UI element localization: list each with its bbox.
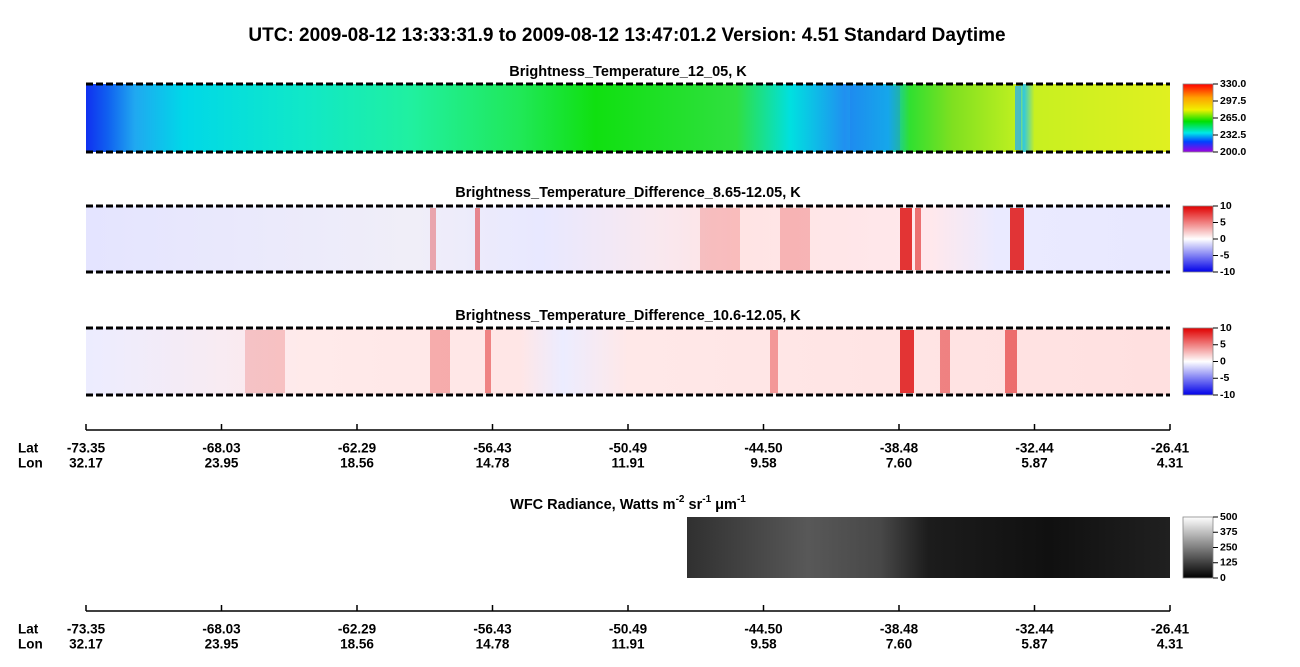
- lon-tick-label: 23.95: [205, 456, 239, 471]
- lon-tick-label: 5.87: [1021, 456, 1047, 471]
- lat-tick-label: -62.29: [338, 441, 376, 456]
- lon-label: Lon: [18, 456, 43, 471]
- lon-tick-label: 9.58: [750, 456, 777, 471]
- panel-title: Brightness_Temperature_Difference_8.65-1…: [455, 185, 801, 201]
- lat-label: Lat: [18, 622, 39, 637]
- colorbar-label: 232.5: [1220, 129, 1246, 141]
- streak: [900, 208, 912, 270]
- lat-tick-label: -68.03: [202, 622, 241, 637]
- lon-label: Lon: [18, 637, 43, 652]
- lat-tick-label: -73.35: [67, 622, 106, 637]
- lat-tick-label: -38.48: [880, 441, 919, 456]
- lon-tick-label: 4.31: [1157, 637, 1184, 652]
- colorbar-label: 0: [1220, 355, 1226, 367]
- streak: [940, 330, 950, 393]
- lon-tick-label: 7.60: [886, 637, 912, 652]
- colorbar: [1182, 516, 1214, 579]
- lon-tick-label: 14.78: [476, 637, 510, 652]
- panel-image: [86, 206, 1170, 272]
- lat-tick-label: -32.44: [1015, 622, 1054, 637]
- colorbar: [1182, 327, 1214, 396]
- panel-title: Brightness_Temperature_12_05, K: [509, 64, 747, 80]
- title-part: -2: [676, 494, 685, 505]
- colorbar-label: -5: [1220, 372, 1229, 384]
- lon-tick-label: 32.17: [69, 456, 103, 471]
- colorbar-label: 0: [1220, 572, 1226, 584]
- title-part: -1: [702, 494, 711, 505]
- streak: [1010, 208, 1024, 270]
- lat-tick-label: -73.35: [67, 441, 106, 456]
- colorbar-label: 500: [1220, 511, 1238, 523]
- colorbar-label: 10: [1220, 200, 1232, 212]
- lon-tick-label: 5.87: [1021, 637, 1047, 652]
- colorbar: [1182, 205, 1214, 273]
- lat-tick-label: -50.49: [609, 622, 647, 637]
- panel-title: Brightness_Temperature_Difference_10.6-1…: [455, 308, 801, 324]
- colorbar: [1182, 83, 1214, 153]
- wfc-image: [687, 517, 1170, 578]
- lon-tick-label: 18.56: [340, 456, 374, 471]
- lat-tick-label: -44.50: [744, 622, 782, 637]
- streak: [915, 208, 921, 270]
- title-part: μm: [711, 497, 737, 513]
- title-part: WFC Radiance, Watts m: [510, 497, 675, 513]
- streak: [900, 330, 914, 393]
- colorbar-label: -5: [1220, 249, 1229, 261]
- streak: [700, 208, 740, 270]
- lat-tick-label: -44.50: [744, 441, 782, 456]
- streak: [245, 330, 285, 393]
- wfc-title: WFC Radiance, Watts m-2 sr-1 μm-1: [510, 494, 746, 513]
- streak: [475, 208, 480, 270]
- colorbar-label: 10: [1220, 322, 1232, 334]
- lat-tick-label: -26.41: [1151, 622, 1190, 637]
- lon-tick-label: 11.91: [611, 637, 645, 652]
- lat-tick-label: -56.43: [473, 441, 512, 456]
- lon-tick-label: 14.78: [476, 456, 510, 471]
- streak: [780, 208, 810, 270]
- panel-image: [86, 84, 1170, 152]
- lat-tick-label: -32.44: [1015, 441, 1054, 456]
- colorbar-label: 297.5: [1220, 95, 1246, 107]
- colorbar-label: 265.0: [1220, 112, 1246, 124]
- colorbar-label: 200.0: [1220, 146, 1246, 158]
- colorbar-label: 0: [1220, 233, 1226, 245]
- title-part: -1: [737, 494, 746, 505]
- lon-tick-label: 11.91: [611, 456, 645, 471]
- lon-tick-label: 4.31: [1157, 456, 1184, 471]
- streak: [430, 208, 436, 270]
- page-title: UTC: 2009-08-12 13:33:31.9 to 2009-08-12…: [248, 25, 1005, 46]
- lon-tick-label: 18.56: [340, 637, 374, 652]
- lon-tick-label: 23.95: [205, 637, 239, 652]
- title-part: sr: [684, 497, 702, 513]
- lat-tick-label: -68.03: [202, 441, 241, 456]
- streak: [430, 330, 450, 393]
- lon-tick-label: 7.60: [886, 456, 912, 471]
- panel-image: [86, 328, 1170, 395]
- lat-tick-label: -62.29: [338, 622, 376, 637]
- lat-tick-label: -56.43: [473, 622, 512, 637]
- streak: [770, 330, 778, 393]
- lon-tick-label: 9.58: [750, 637, 777, 652]
- streak: [485, 330, 491, 393]
- colorbar-label: 375: [1220, 526, 1238, 538]
- lat-tick-label: -50.49: [609, 441, 647, 456]
- colorbar-label: -10: [1220, 389, 1235, 401]
- colorbar-label: 330.0: [1220, 78, 1246, 90]
- lon-tick-label: 32.17: [69, 637, 103, 652]
- streak: [850, 86, 900, 150]
- colorbar-label: 125: [1220, 557, 1238, 569]
- colorbar-label: 5: [1220, 216, 1226, 228]
- lat-tick-label: -26.41: [1151, 441, 1190, 456]
- colorbar-label: 250: [1220, 541, 1238, 553]
- lat-label: Lat: [18, 441, 39, 456]
- streak: [1005, 330, 1017, 393]
- streak: [1015, 86, 1021, 150]
- colorbar-label: -10: [1220, 266, 1235, 278]
- colorbar-label: 5: [1220, 339, 1226, 351]
- lat-tick-label: -38.48: [880, 622, 919, 637]
